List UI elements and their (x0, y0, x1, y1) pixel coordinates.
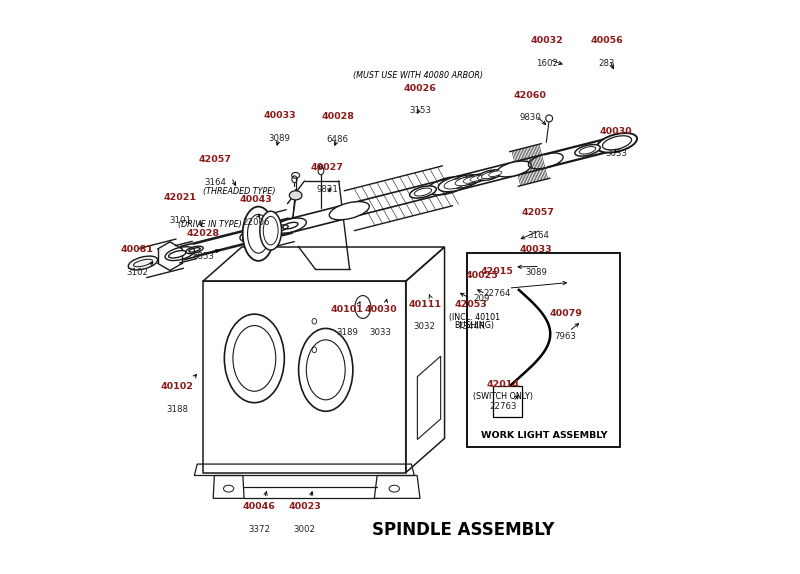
Ellipse shape (128, 256, 158, 270)
Text: 3153: 3153 (409, 107, 431, 115)
Text: 3032: 3032 (414, 323, 435, 331)
Ellipse shape (240, 227, 272, 242)
Text: 3372: 3372 (248, 525, 270, 534)
Ellipse shape (466, 174, 488, 183)
Text: (MUST USE WITH 40080 ARBOR): (MUST USE WITH 40080 ARBOR) (354, 71, 483, 80)
Ellipse shape (414, 188, 432, 196)
Ellipse shape (489, 171, 502, 177)
Text: 40102: 40102 (161, 382, 194, 391)
Text: SPINDLE ASSEMBLY: SPINDLE ASSEMBLY (372, 522, 554, 540)
Ellipse shape (579, 146, 596, 154)
Text: BUSHING): BUSHING) (454, 321, 494, 330)
Ellipse shape (602, 136, 631, 150)
Ellipse shape (318, 167, 324, 174)
Text: 3002: 3002 (294, 525, 316, 534)
Text: 40025: 40025 (466, 271, 498, 280)
Text: 42021: 42021 (163, 193, 197, 203)
Text: 40027: 40027 (311, 162, 344, 172)
Text: 40032: 40032 (530, 36, 563, 45)
Text: 209: 209 (474, 294, 490, 303)
Text: 3102: 3102 (126, 267, 148, 277)
Text: 42053: 42053 (454, 300, 487, 309)
Text: 283: 283 (598, 59, 615, 68)
Text: 42057: 42057 (522, 208, 554, 218)
Text: 9831: 9831 (317, 185, 338, 195)
Text: 3164: 3164 (205, 178, 226, 187)
Ellipse shape (597, 133, 637, 153)
Ellipse shape (463, 176, 479, 183)
Text: 6486: 6486 (326, 135, 349, 144)
Text: 40023: 40023 (288, 502, 321, 511)
Text: 42057: 42057 (199, 155, 232, 164)
Text: 3101: 3101 (169, 216, 191, 225)
Ellipse shape (438, 176, 471, 192)
Text: (DRIVE IN TYPE): (DRIVE IN TYPE) (178, 220, 242, 228)
Text: 40101: 40101 (331, 305, 364, 315)
Ellipse shape (482, 172, 497, 179)
Text: 7963: 7963 (554, 332, 577, 341)
Text: 40043: 40043 (240, 195, 273, 204)
Text: 42060: 42060 (514, 91, 546, 100)
Ellipse shape (260, 211, 282, 250)
Text: 40030: 40030 (364, 305, 397, 315)
Ellipse shape (478, 174, 490, 179)
Ellipse shape (330, 201, 370, 220)
Text: 9830: 9830 (519, 113, 541, 122)
Polygon shape (493, 386, 522, 417)
Ellipse shape (478, 170, 502, 180)
Text: 6853: 6853 (192, 252, 214, 261)
Text: 42014: 42014 (486, 379, 519, 389)
Text: 3189: 3189 (337, 328, 358, 337)
Text: 3089: 3089 (525, 267, 547, 277)
Ellipse shape (450, 174, 479, 188)
Ellipse shape (497, 161, 531, 177)
Ellipse shape (410, 186, 436, 198)
Text: 40111: 40111 (408, 300, 441, 309)
Text: 40030: 40030 (600, 127, 632, 135)
Ellipse shape (444, 179, 466, 189)
Ellipse shape (546, 115, 553, 122)
Ellipse shape (189, 248, 200, 252)
Text: 22763: 22763 (489, 402, 517, 412)
Ellipse shape (594, 273, 606, 292)
Text: 22006: 22006 (242, 218, 270, 227)
Text: 3164: 3164 (527, 231, 550, 240)
Text: 22764: 22764 (483, 289, 511, 298)
Ellipse shape (485, 169, 505, 178)
Ellipse shape (565, 274, 571, 290)
Text: 3033: 3033 (605, 149, 627, 158)
Text: 1602: 1602 (536, 59, 558, 68)
Ellipse shape (290, 191, 302, 200)
Text: 40046: 40046 (242, 502, 275, 511)
Ellipse shape (459, 174, 483, 185)
Text: 3188: 3188 (166, 405, 188, 414)
Ellipse shape (242, 207, 274, 261)
Text: WORK LIGHT ASSEMBLY: WORK LIGHT ASSEMBLY (481, 431, 607, 440)
Text: 40056: 40056 (590, 36, 623, 45)
Text: 40028: 40028 (322, 113, 354, 121)
Text: 3089: 3089 (269, 134, 290, 143)
Text: 42028: 42028 (186, 230, 219, 238)
Ellipse shape (455, 177, 474, 186)
Text: 7344R: 7344R (457, 323, 485, 331)
Text: 40033: 40033 (263, 111, 296, 120)
Text: (THREADED TYPE): (THREADED TYPE) (202, 187, 275, 196)
Ellipse shape (575, 145, 600, 156)
FancyBboxPatch shape (467, 253, 621, 447)
Text: (SWITCH ONLY): (SWITCH ONLY) (473, 392, 533, 401)
Text: (INCL. 40101: (INCL. 40101 (449, 313, 500, 323)
Text: 40079: 40079 (550, 309, 582, 319)
Text: 40026: 40026 (403, 84, 437, 93)
Text: 42015: 42015 (481, 266, 514, 276)
Ellipse shape (470, 175, 484, 181)
Text: 40033: 40033 (520, 245, 552, 254)
Ellipse shape (568, 271, 600, 294)
Ellipse shape (474, 173, 493, 181)
Text: 40081: 40081 (121, 245, 154, 254)
Ellipse shape (169, 251, 186, 258)
Text: 3033: 3033 (370, 328, 391, 337)
